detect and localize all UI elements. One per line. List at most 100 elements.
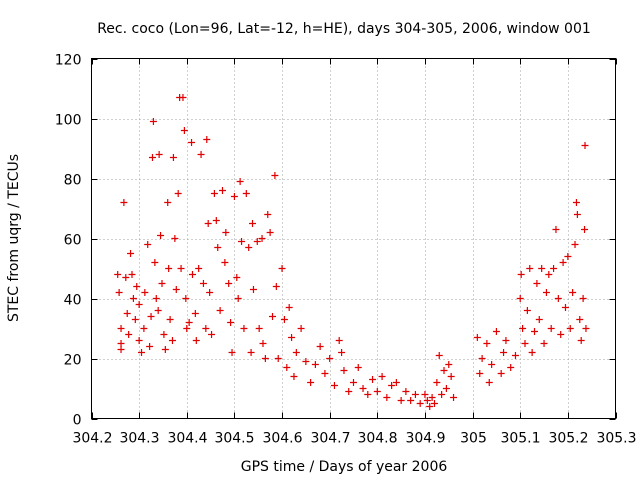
x-tick-label: 304.5: [214, 431, 254, 447]
x-tick-label: 305.1: [500, 431, 540, 447]
data-point: [350, 379, 357, 386]
data-point: [526, 265, 534, 272]
data-point: [221, 259, 229, 266]
data-point: [228, 349, 236, 356]
data-point: [542, 289, 550, 296]
data-point: [133, 283, 141, 290]
data-point: [227, 319, 235, 326]
data-point: [135, 301, 143, 308]
data-point: [183, 325, 191, 332]
data-point: [208, 331, 216, 338]
data-point: [280, 316, 288, 323]
x-tick-label: 304.8: [357, 431, 397, 447]
data-point: [236, 178, 244, 185]
data-point: [516, 295, 524, 302]
data-point: [177, 265, 185, 272]
data-point: [573, 211, 581, 218]
data-point: [476, 370, 484, 377]
data-point: [253, 238, 261, 245]
data-point: [212, 217, 220, 224]
data-points: [114, 94, 590, 410]
data-point: [288, 334, 296, 341]
data-point: [292, 349, 300, 356]
data-point: [392, 379, 400, 386]
data-point: [164, 199, 172, 206]
data-point: [421, 391, 429, 398]
y-tick-label: 100: [55, 113, 82, 129]
data-point: [290, 373, 298, 380]
data-point: [249, 220, 257, 227]
data-point: [158, 280, 166, 287]
data-point: [519, 325, 527, 332]
data-point: [416, 400, 424, 407]
x-tick-label: 305: [460, 431, 487, 447]
data-point: [225, 280, 233, 287]
data-point: [125, 331, 133, 338]
data-point: [326, 355, 334, 362]
data-point: [552, 226, 560, 233]
data-point: [168, 337, 176, 344]
data-point: [430, 400, 438, 407]
data-point: [528, 349, 536, 356]
data-point: [129, 295, 137, 302]
data-point: [383, 394, 391, 401]
data-point: [188, 139, 196, 146]
y-tick-label: 0: [73, 413, 82, 429]
data-point: [154, 307, 162, 314]
data-point: [160, 331, 168, 338]
x-tick-label: 304.9: [405, 431, 445, 447]
data-point: [272, 283, 280, 290]
x-tick-label: 304.6: [262, 431, 302, 447]
data-point: [161, 346, 169, 353]
y-tick-label: 60: [64, 233, 82, 249]
data-point: [219, 187, 226, 194]
data-point: [135, 337, 143, 344]
data-point: [172, 286, 180, 293]
data-point: [202, 325, 210, 332]
data-point: [128, 271, 136, 278]
data-point: [157, 232, 165, 239]
data-point: [559, 259, 567, 266]
data-point: [297, 325, 305, 332]
data-point: [216, 307, 224, 314]
data-point: [438, 391, 446, 398]
data-point: [582, 325, 590, 332]
data-point: [569, 289, 577, 296]
data-point: [222, 229, 230, 236]
data-point: [557, 331, 565, 338]
data-point: [450, 394, 458, 401]
y-tick-label: 120: [55, 53, 82, 69]
data-point: [185, 319, 193, 326]
axis-ticks: 304.2 304.3 304.4 304.5 304.6 304.7 304.8 304.9…: [55, 53, 637, 447]
data-point: [264, 211, 272, 218]
data-point: [428, 394, 436, 401]
x-axis-label: GPS time / Days of year 2006: [241, 459, 448, 475]
data-point: [151, 259, 159, 266]
data-point: [155, 151, 163, 158]
data-point: [378, 373, 386, 380]
data-point: [531, 328, 539, 335]
x-tick-label: 305.3: [596, 431, 636, 447]
data-point: [316, 343, 324, 350]
data-point: [340, 367, 348, 374]
data-point: [117, 340, 125, 347]
data-point: [483, 340, 491, 347]
data-point: [338, 349, 346, 356]
data-point: [411, 391, 419, 398]
data-point: [500, 349, 508, 356]
data-point: [373, 388, 381, 395]
data-point: [182, 295, 190, 302]
data-point: [114, 271, 122, 278]
data-point: [258, 235, 266, 242]
data-point: [197, 151, 205, 158]
data-point: [259, 340, 267, 347]
data-point: [445, 361, 453, 368]
data-point: [345, 388, 353, 395]
y-tick-label: 40: [64, 293, 82, 309]
data-point: [285, 304, 293, 311]
data-point: [547, 325, 555, 332]
data-point: [407, 397, 415, 404]
data-point: [122, 274, 130, 281]
data-point: [141, 289, 149, 296]
data-point: [274, 355, 282, 362]
